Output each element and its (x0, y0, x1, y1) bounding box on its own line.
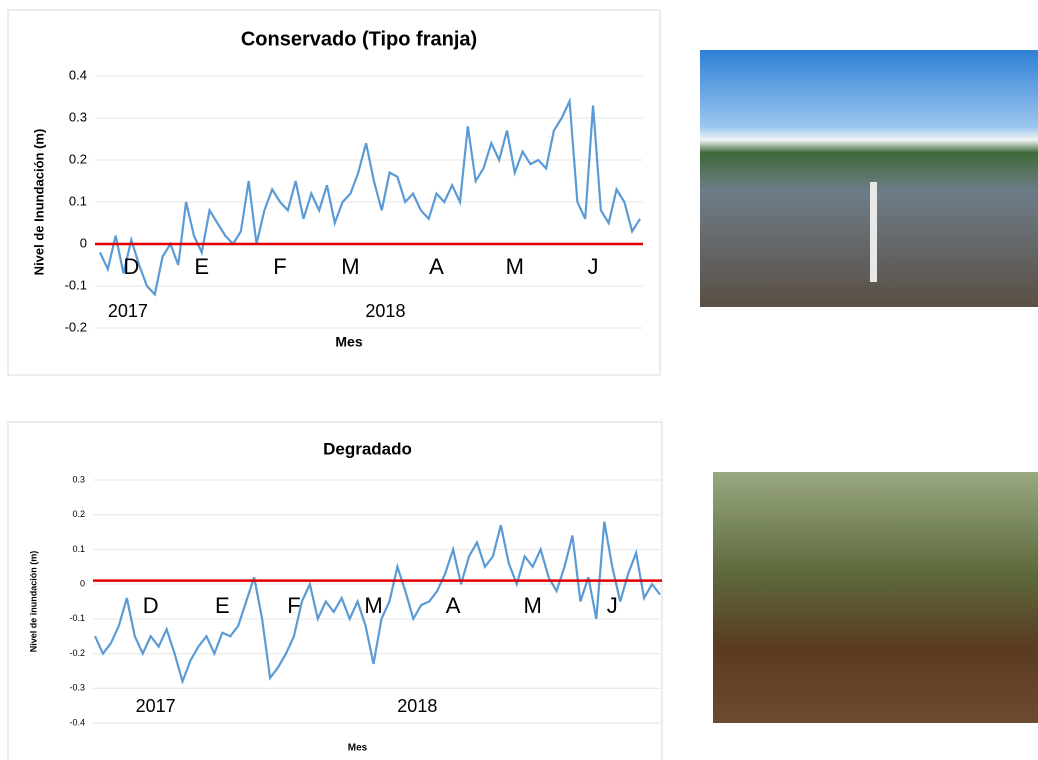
data-line (94, 521, 661, 685)
x-tick-label: E (215, 593, 230, 618)
y-tick-label: -0.4 (69, 717, 85, 727)
x-tick-label: J (588, 254, 599, 279)
x-tick-label: M (364, 593, 382, 618)
y-tick-label: 0.3 (72, 474, 85, 484)
y-tick-label: 0.3 (69, 109, 87, 124)
y-tick-label: 0.2 (72, 509, 85, 519)
y-tick-label: 0.2 (69, 151, 87, 166)
chart-title: Degradado (323, 439, 412, 458)
x-tick-label: M (341, 254, 359, 279)
x-tick-label: M (524, 593, 542, 618)
y-tick-label: -0.1 (65, 277, 87, 292)
x-tick-label: E (194, 254, 209, 279)
y-axis-label: Nivel de Inundación (m) (31, 129, 46, 276)
chart-title: Conservado (Tipo franja) (241, 28, 477, 50)
year-label: 2017 (136, 696, 176, 716)
y-tick-label: 0 (80, 235, 87, 250)
y-tick-label: -0.2 (69, 648, 85, 658)
year-label: 2018 (365, 301, 405, 321)
x-axis-label: Mes (335, 334, 362, 350)
x-tick-label: A (429, 254, 444, 279)
photo (700, 50, 1038, 307)
x-tick-label: M (506, 254, 524, 279)
y-tick-label: 0.4 (69, 67, 87, 82)
x-axis-label: Mes (348, 743, 368, 754)
y-tick-label: -0.3 (69, 683, 85, 693)
data-line (99, 96, 641, 297)
x-tick-label: A (446, 593, 461, 618)
x-tick-label: F (273, 254, 286, 279)
y-tick-label: 0.1 (72, 544, 85, 554)
y-tick-label: 0.1 (69, 193, 87, 208)
y-tick-label: 0 (80, 579, 85, 589)
chart-frame (7, 421, 663, 760)
year-label: 2018 (397, 696, 437, 716)
y-axis-label: Nivel de inundación (m) (28, 551, 38, 653)
chart-frame (7, 9, 661, 376)
x-tick-label: D (123, 254, 139, 279)
x-tick-label: F (287, 593, 300, 618)
y-tick-label: -0.1 (69, 613, 85, 623)
x-tick-label: J (607, 593, 618, 618)
year-label: 2017 (108, 301, 148, 321)
photo-detail (870, 182, 877, 282)
photo (713, 472, 1038, 723)
x-tick-label: D (143, 593, 159, 618)
y-tick-label: -0.2 (65, 319, 87, 334)
